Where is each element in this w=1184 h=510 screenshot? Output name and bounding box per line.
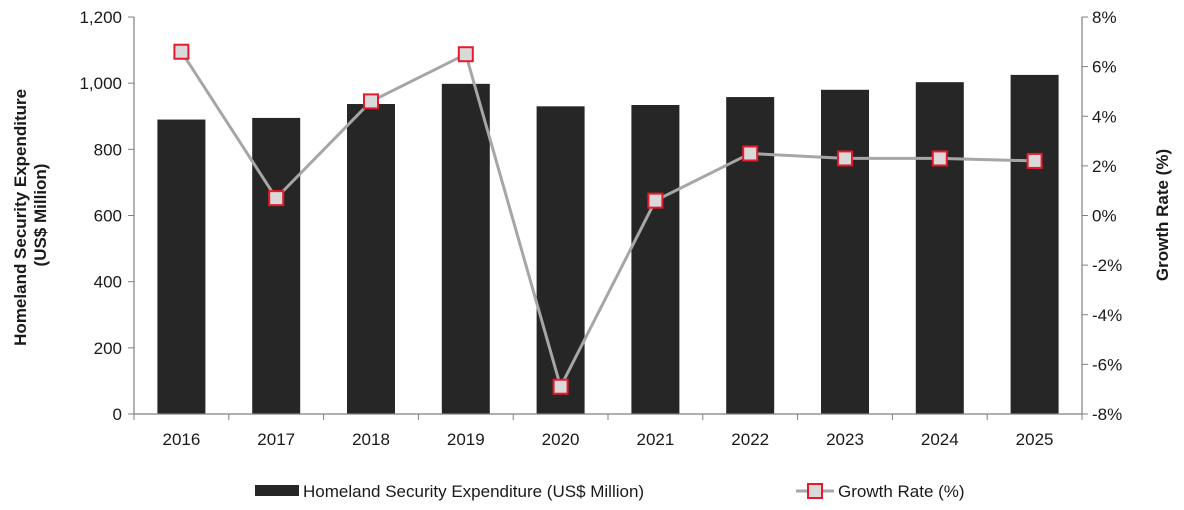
growth-rate-marker: [552, 378, 569, 395]
left-tick-label: 200: [94, 339, 122, 358]
legend-line-marker: [807, 483, 823, 499]
expenditure-bars: [157, 74, 1059, 415]
expenditure-bar: [252, 117, 301, 414]
right-axis-ticks: -8% -6% -4% -2% 0% 2% 4% 6% 8%: [1082, 8, 1122, 424]
right-tick-label: 6%: [1092, 58, 1117, 77]
growth-rate-line: [173, 43, 1043, 395]
x-tick-label: 2016: [162, 430, 200, 449]
expenditure-bar: [821, 89, 869, 415]
legend-bar-swatch: [255, 485, 299, 496]
x-tick-label: 2020: [542, 430, 580, 449]
growth-rate-marker: [457, 46, 474, 63]
right-tick-label: 4%: [1092, 107, 1117, 126]
x-tick-label: 2021: [636, 430, 674, 449]
right-tick-label: 2%: [1092, 157, 1117, 176]
expenditure-bar: [347, 104, 395, 415]
left-axis-ticks: 0 200 400 600 800 1,000 1,200: [79, 8, 134, 424]
expenditure-bar: [726, 97, 775, 414]
expenditure-bar: [1010, 74, 1059, 414]
growth-rate-marker: [931, 150, 948, 167]
expenditure-bar: [631, 105, 680, 415]
left-axis-title: Homeland Security Expenditure (US$ Milli…: [11, 84, 50, 346]
expenditure-bar: [536, 106, 585, 414]
growth-rate-marker: [173, 43, 190, 60]
left-tick-label: 0: [113, 405, 122, 424]
growth-rate-marker: [1026, 152, 1043, 169]
right-axis-title: Growth Rate (%): [1153, 149, 1172, 281]
x-tick-label: 2022: [731, 430, 769, 449]
growth-rate-marker: [268, 190, 285, 207]
left-tick-label: 400: [94, 273, 122, 292]
x-tick-label: 2017: [257, 430, 295, 449]
left-tick-label: 600: [94, 207, 122, 226]
expenditure-bar: [157, 119, 206, 414]
left-axis-title-line2: (US$ Million): [31, 164, 50, 267]
growth-rate-polyline: [180, 50, 1035, 391]
left-tick-label: 1,000: [79, 74, 122, 93]
x-tick-label: 2023: [826, 430, 864, 449]
x-tick-label: 2025: [1016, 430, 1054, 449]
right-tick-label: 0%: [1092, 207, 1117, 226]
x-tick-label: 2024: [921, 430, 959, 449]
left-tick-label: 1,200: [79, 8, 122, 27]
legend-line-label: Growth Rate (%): [838, 482, 965, 501]
growth-rate-marker: [837, 150, 853, 167]
right-tick-label: -8%: [1092, 405, 1122, 424]
right-tick-label: -4%: [1092, 306, 1122, 325]
x-tick-label: 2018: [352, 430, 390, 449]
legend-bar-label: Homeland Security Expenditure (US$ Milli…: [303, 482, 644, 501]
left-axis-title-line1: Homeland Security Expenditure: [11, 89, 30, 346]
axes: [133, 17, 1083, 415]
right-tick-label: -6%: [1092, 355, 1122, 374]
right-tick-label: -2%: [1092, 256, 1122, 275]
left-tick-label: 800: [94, 140, 122, 159]
right-tick-label: 8%: [1092, 8, 1117, 27]
growth-rate-marker: [363, 93, 379, 110]
expenditure-bar: [915, 82, 964, 414]
x-tick-label: 2019: [447, 430, 485, 449]
growth-rate-marker: [647, 192, 664, 209]
growth-rate-marker: [742, 145, 759, 162]
expenditure-bar: [441, 83, 490, 414]
legend: Homeland Security Expenditure (US$ Milli…: [255, 482, 965, 501]
x-axis-ticks: 2016 2017 2018 2019 2020 2021 2022 2023 2024 2025: [133, 414, 1083, 449]
